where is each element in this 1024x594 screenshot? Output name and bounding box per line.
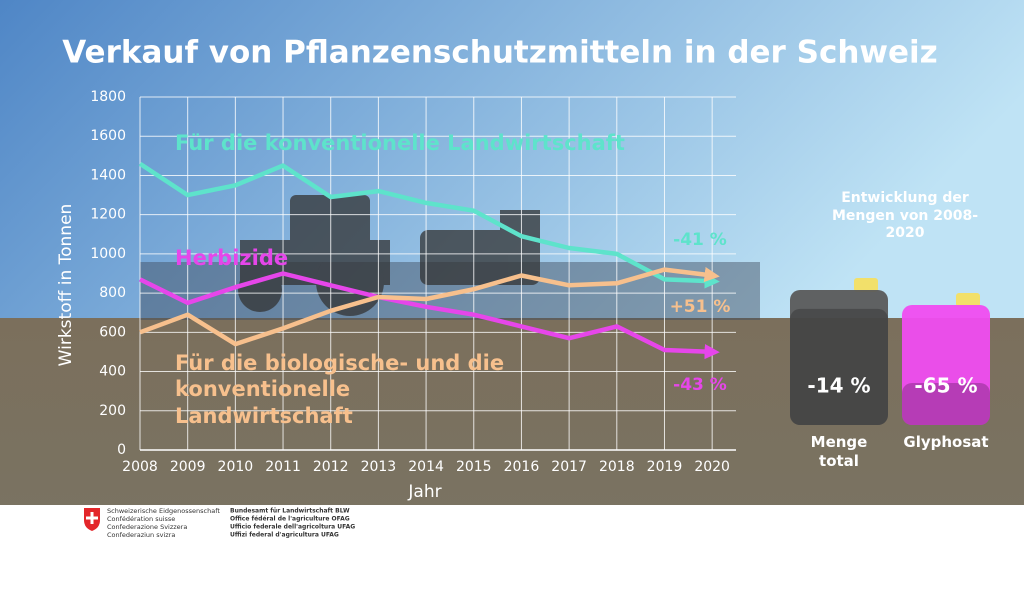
- y-tick-label: 200: [99, 403, 126, 419]
- y-tick-label: 400: [99, 364, 126, 380]
- x-tick-label: 2019: [647, 459, 683, 475]
- series-line: [138, 161, 720, 289]
- series-label: Für die konventionelle Landwirtschaft: [175, 131, 625, 155]
- x-tick-label: 2017: [551, 459, 587, 475]
- footer-text: Confederaziun svizra: [107, 531, 175, 539]
- side-heading: Entwicklung der Mengen von 2008-2020: [831, 190, 979, 241]
- chart-title: Verkauf von Pflanzenschutzmitteln in der…: [62, 35, 937, 71]
- series-line: [139, 266, 720, 347]
- footer-text: Office fédéral de l'agriculture OFAG: [230, 516, 350, 523]
- can-label: Glyphosat: [903, 433, 989, 451]
- change-label: -43 %: [673, 375, 727, 395]
- y-tick-label: 600: [99, 324, 126, 340]
- footer-text: Confédération suisse: [107, 515, 175, 523]
- x-tick-label: 2013: [361, 459, 397, 475]
- x-tick-label: 2020: [694, 459, 730, 475]
- can-value: -14 %: [807, 374, 870, 398]
- x-tick-label: 2009: [170, 459, 206, 475]
- x-tick-label: 2015: [456, 459, 492, 475]
- x-tick-label: 2018: [599, 459, 635, 475]
- x-tick-label: 2008: [122, 459, 158, 475]
- x-tick-label: 2011: [265, 459, 301, 475]
- can-value: -65 %: [914, 374, 977, 398]
- x-tick-label: 2014: [408, 459, 444, 475]
- x-axis-label: Jahr: [407, 482, 441, 502]
- x-tick-label: 2012: [313, 459, 349, 475]
- footer-text: Schweizerische Eidgenossenschaft: [107, 507, 220, 515]
- can-fill: [902, 383, 990, 425]
- y-tick-label: 1800: [90, 89, 126, 105]
- change-label: +51 %: [670, 297, 731, 317]
- x-tick-label: 2016: [504, 459, 540, 475]
- can-body: [902, 305, 990, 425]
- swiss-logo: [84, 508, 100, 531]
- series-label: Für die biologische- und die konventione…: [175, 351, 505, 428]
- can-fill: [790, 308, 888, 425]
- series-line: [139, 271, 720, 360]
- can-cap: [854, 278, 878, 292]
- footer-text: Confederazione Svizzera: [107, 523, 187, 531]
- x-tick-label: 2010: [218, 459, 254, 475]
- footer-text: Bundesamt für Landwirtschaft BLW: [230, 508, 350, 515]
- can-label: Menge total: [810, 433, 868, 470]
- can-body: [790, 290, 888, 425]
- y-tick-label: 800: [99, 285, 126, 301]
- y-tick-label: 1400: [90, 167, 126, 183]
- y-tick-label: 1600: [90, 128, 126, 144]
- change-label: -41 %: [673, 230, 727, 250]
- footer-text: Ufficio federale dell'agricoltura UFAG: [230, 524, 355, 531]
- can-cap: [956, 293, 980, 307]
- y-axis-label: Wirkstoff in Tonnen: [56, 204, 76, 367]
- footer-bg: [0, 505, 1024, 594]
- y-tick-label: 1200: [90, 207, 126, 223]
- y-tick-label: 0: [117, 442, 126, 458]
- y-tick-label: 1000: [90, 246, 126, 262]
- footer-text: Uffizi federal d'agricultura UFAG: [230, 532, 339, 539]
- series-label: Herbizide: [175, 246, 289, 270]
